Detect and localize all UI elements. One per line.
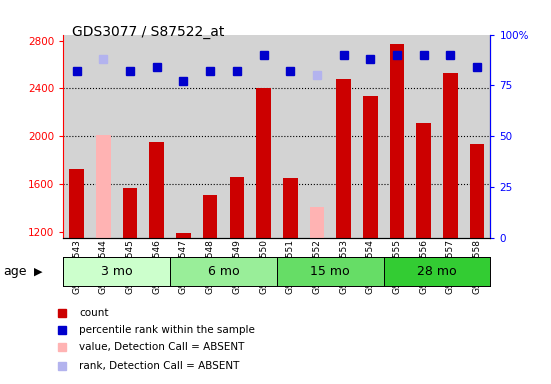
Text: 28 mo: 28 mo bbox=[417, 265, 457, 278]
Bar bbox=[63, 257, 170, 286]
Bar bbox=[283, 178, 298, 238]
Bar bbox=[417, 123, 431, 238]
Text: 15 mo: 15 mo bbox=[310, 265, 350, 278]
Bar bbox=[203, 195, 218, 238]
Bar bbox=[277, 257, 383, 286]
Bar bbox=[96, 135, 111, 238]
Text: 3 mo: 3 mo bbox=[101, 265, 133, 278]
Text: value, Detection Call = ABSENT: value, Detection Call = ABSENT bbox=[79, 342, 245, 352]
Bar bbox=[336, 79, 351, 238]
Text: percentile rank within the sample: percentile rank within the sample bbox=[79, 325, 255, 335]
Text: age: age bbox=[3, 265, 26, 278]
Bar bbox=[443, 73, 458, 238]
Bar bbox=[390, 44, 404, 238]
Text: 6 mo: 6 mo bbox=[208, 265, 239, 278]
Bar bbox=[256, 88, 271, 238]
Bar bbox=[469, 144, 484, 238]
Bar bbox=[170, 257, 277, 286]
Bar bbox=[383, 257, 490, 286]
Text: count: count bbox=[79, 308, 109, 318]
Text: rank, Detection Call = ABSENT: rank, Detection Call = ABSENT bbox=[79, 361, 240, 371]
Bar bbox=[230, 177, 244, 238]
Bar bbox=[69, 169, 84, 238]
Bar bbox=[363, 96, 377, 238]
Bar bbox=[123, 188, 137, 238]
Text: GDS3077 / S87522_at: GDS3077 / S87522_at bbox=[72, 25, 224, 39]
Bar bbox=[310, 207, 324, 238]
Bar bbox=[149, 142, 164, 238]
Bar bbox=[176, 233, 191, 238]
Text: ▶: ▶ bbox=[34, 266, 42, 277]
